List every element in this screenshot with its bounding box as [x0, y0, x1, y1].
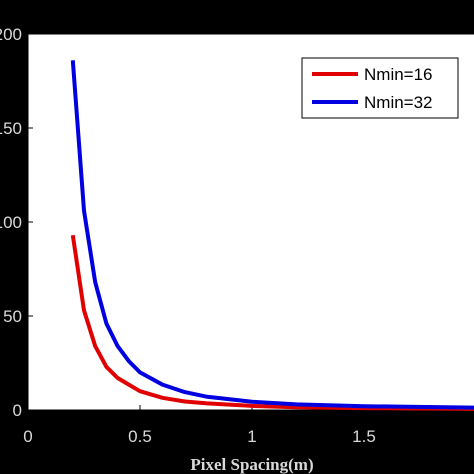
- y-tick-label: 200: [0, 25, 22, 44]
- x-axis-label: Pixel Spacing(m): [190, 455, 313, 474]
- legend: Nmin=16 Nmin=32: [301, 57, 459, 119]
- x-tick-label: 0: [23, 427, 32, 446]
- legend-label-nmin32: Nmin=32: [364, 93, 433, 112]
- legend-box: [301, 57, 459, 119]
- x-tick-label: 1: [247, 427, 256, 446]
- series-layer: [70, 60, 474, 411]
- x-tick-label: 0.5: [128, 427, 152, 446]
- series-line-nmin32: [70, 60, 474, 410]
- x-tick-label: 1.5: [352, 427, 376, 446]
- x-axis: 0 0.5 1 1.5: [23, 405, 376, 446]
- y-tick-label: 50: [3, 307, 22, 326]
- y-tick-label: 0: [13, 401, 22, 420]
- legend-label-nmin16: Nmin=16: [364, 65, 433, 84]
- series-line-nmin16: [70, 234, 474, 411]
- y-tick-label: 150: [0, 119, 22, 138]
- y-tick-label: 100: [0, 213, 22, 232]
- y-axis: 0 50 100 150 200: [0, 25, 33, 420]
